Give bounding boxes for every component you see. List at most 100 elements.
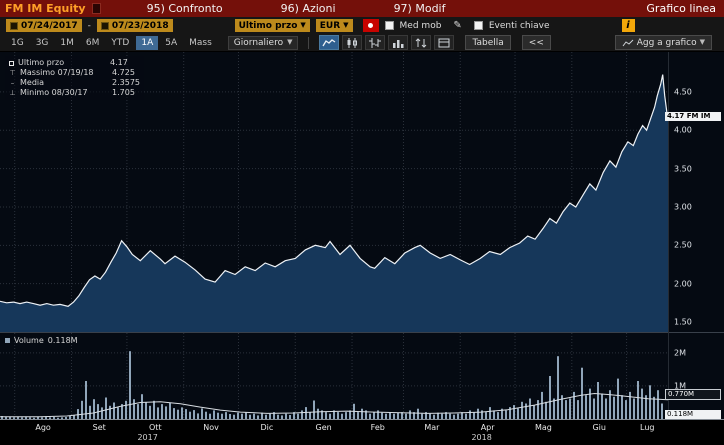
y-tick-label: 4.00 — [674, 125, 692, 135]
security-ticker: FM IM Equity — [5, 2, 86, 15]
x-tick-label: Feb — [370, 423, 385, 432]
med-mob-label: Med mob — [399, 20, 442, 31]
draw-icon[interactable]: ✎ — [453, 20, 462, 31]
legend-row: – Media 2.3575 — [9, 78, 140, 88]
legend-value: 4.725 — [112, 68, 135, 77]
date-to-field[interactable]: 07/23/2018 — [96, 19, 173, 32]
calendar-icon — [10, 21, 18, 30]
menu-item-modif[interactable]: 97) Modif — [393, 2, 446, 15]
x-tick-label: Dic — [260, 423, 274, 432]
collapse-button[interactable]: << — [521, 35, 551, 50]
period-toolbar: 1G 3G 1M 6M YTD 1A 5A Mass Giornaliero ▼ Tabell… — [0, 34, 724, 52]
ohlc-icon[interactable] — [365, 35, 386, 50]
toolbar-divider — [308, 36, 310, 49]
y-tick-label: 3.50 — [674, 164, 692, 174]
last-price-badge: 4.17 FM IM — [665, 112, 721, 122]
menu-item-confronto[interactable]: 95) Confronto — [146, 2, 223, 15]
x-tick-label: Giu — [592, 423, 606, 432]
x-year-label: 2017 — [137, 433, 158, 442]
legend-label: Ultimo przo — [18, 58, 65, 67]
chevron-down-icon: ▼ — [287, 38, 293, 46]
chevron-down-icon: ▼ — [300, 21, 306, 29]
y-tick-label: 4.50 — [674, 87, 692, 97]
range-button-mass[interactable]: Mass — [189, 37, 212, 48]
page-title: Grafico linea — [646, 2, 716, 15]
x-tick-label: Apr — [480, 423, 495, 432]
volume-plot[interactable] — [0, 333, 668, 419]
legend-value: 2.3575 — [112, 78, 140, 87]
date-from-field[interactable]: 07/24/2017 — [6, 19, 82, 32]
y-tick-label: 2M — [674, 348, 686, 358]
settings-toolbar: 07/24/2017 - 07/23/2018 Ultimo przo ▼ EU… — [0, 17, 724, 34]
x-tick-label: Nov — [203, 423, 219, 432]
candlestick-icon[interactable] — [342, 35, 363, 50]
min-marker-icon: ⊥ — [9, 89, 16, 97]
series-marker-icon — [9, 60, 14, 66]
chevron-down-icon: ▼ — [699, 38, 705, 46]
range-button-1m[interactable]: 1M — [60, 37, 74, 48]
legend-label: Media — [20, 78, 45, 87]
y-tick-label: 2.00 — [674, 279, 692, 289]
med-mob-checkbox[interactable] — [384, 21, 394, 30]
range-button-6m[interactable]: 6M — [85, 37, 100, 48]
volume-legend-label: Volume — [14, 336, 44, 345]
frequency-select[interactable]: Giornaliero ▼ — [227, 35, 299, 50]
x-tick-label: Mar — [424, 423, 440, 432]
bar-chart-icon[interactable] — [388, 35, 409, 50]
legend-value: 4.17 — [110, 58, 128, 67]
annotations-button[interactable] — [362, 19, 379, 32]
currency-select[interactable]: EUR ▼ — [315, 19, 353, 32]
legend-row: Ultimo przo 4.17 — [9, 58, 140, 68]
date-range-separator: - — [87, 20, 91, 31]
eventi-chiave-checkbox[interactable] — [473, 21, 483, 30]
calendar-icon — [100, 21, 109, 30]
chart-area[interactable]: 1.50 2.00 2.50 3.00 3.50 4.00 4.50 1M 2M Ultimo … — [0, 52, 724, 420]
table-button[interactable]: Tabella — [465, 35, 511, 50]
axis-border — [668, 52, 669, 419]
y-tick-label: 3.00 — [674, 202, 692, 212]
info-button[interactable]: i — [621, 19, 635, 32]
legend-row: ⊤ Massimo 07/19/18 4.725 — [9, 68, 140, 78]
x-tick-label: Lug — [640, 423, 655, 432]
legend-value: 1.705 — [112, 88, 135, 97]
line-chart-icon[interactable] — [319, 35, 340, 50]
x-tick-label: Mag — [534, 423, 552, 432]
range-button-3g[interactable]: 3G — [35, 37, 49, 48]
eventi-chiave-label: Eventi chiave — [488, 20, 550, 31]
volume-legend: Volume 0.118M — [5, 336, 78, 345]
range-button-1g[interactable]: 1G — [11, 37, 24, 48]
range-button-5a[interactable]: 5A — [165, 37, 178, 48]
x-tick-label: Set — [92, 423, 106, 432]
volume-marker-icon — [5, 338, 10, 343]
mini-area-chart-icon — [622, 39, 634, 46]
price-plot[interactable] — [0, 52, 668, 332]
annotate-icon[interactable] — [434, 35, 455, 50]
compare-icon[interactable] — [411, 35, 432, 50]
x-tick-label: Ago — [35, 423, 51, 432]
time-axis: Ago Set Ott Nov Dic Gen Feb Mar Apr Mag Giu Lug 2017… — [0, 419, 724, 445]
price-field-select[interactable]: Ultimo przo ▼ — [234, 19, 310, 32]
chevron-down-icon: ▼ — [343, 21, 349, 29]
max-marker-icon: ⊤ — [9, 69, 16, 77]
x-year-label: 2018 — [471, 433, 492, 442]
volume-legend-value: 0.118M — [47, 336, 78, 345]
menu-item-azioni[interactable]: 96) Azioni — [280, 2, 336, 15]
panel-divider — [0, 332, 724, 333]
legend-label: Minimo 08/30/17 — [20, 88, 88, 97]
top-menu-bar: FM IM Equity 95) Confronto 96) Azioni 97… — [0, 0, 724, 17]
add-to-chart-button[interactable]: Agg a grafico ▼ — [614, 35, 712, 50]
range-button-ytd[interactable]: YTD — [111, 37, 130, 48]
range-button-group: 1G 3G 1M 6M YTD 1A 5A Mass — [6, 35, 217, 50]
x-tick-label: Ott — [149, 423, 162, 432]
y-tick-label: 1.50 — [674, 317, 692, 327]
range-button-1a[interactable]: 1A — [136, 35, 159, 50]
x-tick-label: Gen — [315, 423, 332, 432]
y-tick-label: 1M — [674, 381, 686, 391]
security-menu-box[interactable] — [91, 3, 101, 14]
price-legend: Ultimo przo 4.17 ⊤ Massimo 07/19/18 4.72… — [5, 56, 144, 100]
legend-row: ⊥ Minimo 08/30/17 1.705 — [9, 88, 140, 98]
legend-label: Massimo 07/19/18 — [20, 68, 94, 77]
volume-last-badge: 0.118M — [665, 410, 721, 420]
y-tick-label: 2.50 — [674, 240, 692, 250]
